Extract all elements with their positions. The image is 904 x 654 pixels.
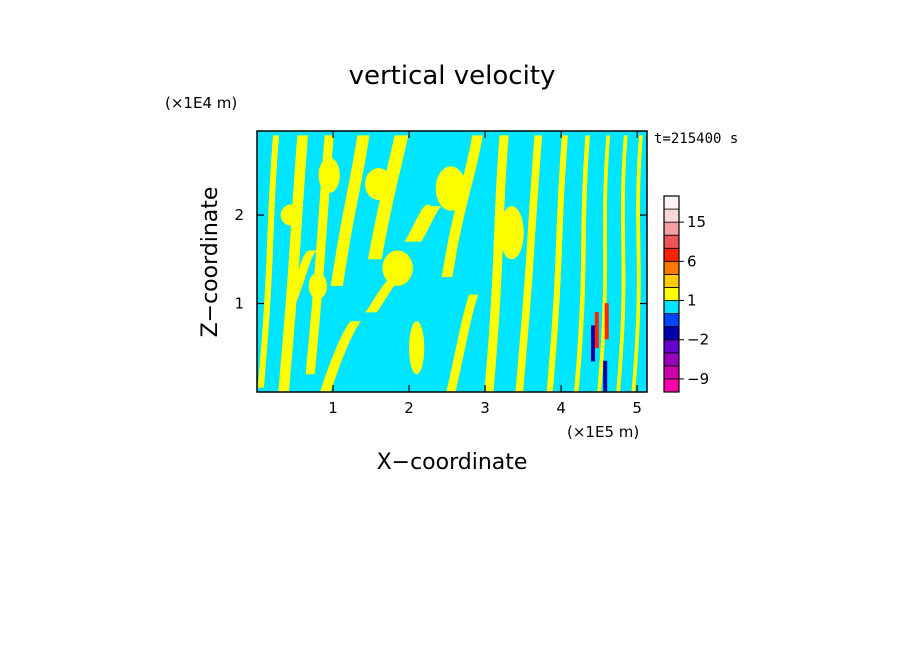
colorbar-swatch [663,273,680,288]
positive-velocity-band [257,135,280,388]
positive-velocity-cell [409,321,425,375]
colorbar-swatch [663,287,680,301]
positive-velocity-cell [435,166,467,211]
y-tick-label: 2 [234,206,244,224]
positive-velocity-regions [257,135,643,392]
x-axis-label: X−coordinate [377,450,528,475]
strong-velocity-core [603,360,608,392]
strong-velocity-core [591,325,596,362]
x-axis-ticks: 1 2 3 4 5 [328,131,642,417]
x-tick-label: 5 [632,399,642,417]
colorbar-tick-label: 6 [687,252,697,270]
positive-velocity-band [330,135,370,286]
x-tick-label: 4 [556,399,566,417]
x-unit-label: (×1E5 m) [567,423,639,441]
positive-velocity-cell [318,157,340,193]
positive-velocity-cell [280,204,302,226]
y-tick-label: 1 [234,295,244,313]
colorbar-swatch [663,247,680,262]
positive-velocity-cell [499,206,524,260]
positive-velocity-band [515,135,543,392]
chart-title: vertical velocity [349,61,556,91]
contour-field [257,131,647,392]
positive-velocity-band [320,321,362,392]
x-tick-label: 1 [328,399,338,417]
colorbar-swatch [663,195,680,210]
positive-velocity-cell [308,272,327,300]
positive-velocity-band [546,135,568,392]
colorbar-frame [663,195,680,393]
colorbar: −9 −2 1 6 15 [663,195,709,393]
colorbar-tick-label: −2 [687,331,709,349]
colorbar-swatch [663,221,680,236]
positive-velocity-band [441,135,483,277]
time-label: t=215400 s [654,131,738,147]
x-tick-label: 3 [480,399,490,417]
negative-velocity-regions [591,303,609,392]
positive-velocity-cell [382,250,413,286]
colorbar-swatch [663,352,680,367]
colorbar-tick-label: 1 [687,292,697,310]
colorbar-swatch [663,300,680,314]
positive-velocity-band [574,135,590,392]
positive-velocity-band [367,135,409,260]
positive-velocity-band [305,135,334,375]
colorbar-swatch [663,326,680,341]
colorbar-swatch [663,339,680,354]
positive-velocity-band [616,135,628,392]
y-axis-ticks: 12 [234,206,647,313]
x-tick-label: 2 [404,399,414,417]
positive-velocity-band [365,278,408,313]
colorbar-swatch [663,260,680,275]
colorbar-swatch [663,365,680,380]
positive-velocity-band [286,250,319,304]
positive-velocity-band [278,135,308,392]
colorbar-swatch [663,234,680,249]
y-unit-label: (×1E4 m) [165,94,237,112]
y-axis-label: Z−coordinate [198,187,223,338]
strong-velocity-core [594,312,599,349]
colorbar-tick-label: 15 [687,213,706,231]
colorbar-swatch [663,378,680,393]
positive-velocity-band [631,135,643,392]
positive-velocity-band [484,135,509,392]
colorbar-swatch [663,313,680,328]
colorbar-tick-label: −9 [687,370,709,388]
colorbar-swatch [663,208,680,223]
plot-frame [256,130,648,393]
positive-velocity-band [446,294,479,392]
positive-velocity-band [404,204,448,242]
strong-velocity-core [604,303,609,340]
positive-velocity-band [597,135,611,392]
positive-velocity-cell [364,168,393,201]
